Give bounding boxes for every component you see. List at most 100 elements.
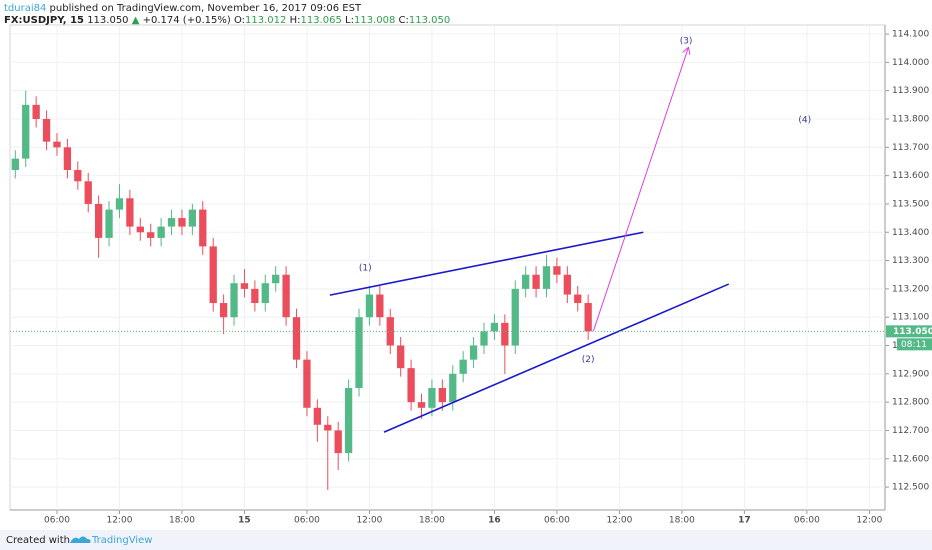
x-tick-label: 06:00 xyxy=(794,516,820,526)
countdown-box xyxy=(897,338,932,351)
candle-body xyxy=(84,181,92,204)
y-tick-label: 113.800 xyxy=(892,114,929,124)
y-tick-label: 113.200 xyxy=(892,284,929,294)
wave-label: (2) xyxy=(582,355,595,365)
footer-logo xyxy=(70,536,91,543)
x-tick-label: 12:00 xyxy=(356,516,382,526)
candle-body xyxy=(282,274,290,318)
wave-label: (4) xyxy=(798,115,811,125)
candle-body xyxy=(542,266,551,289)
y-tick-label: 113.900 xyxy=(892,86,929,96)
x-tick-label: 18:00 xyxy=(669,516,695,526)
candle-body xyxy=(303,359,311,408)
candle-body xyxy=(365,294,374,318)
y-tick-label: 113.400 xyxy=(892,228,929,238)
y-tick-label: 113.100 xyxy=(892,313,929,323)
l-label: L: xyxy=(345,15,354,26)
y-tick-label: 113.600 xyxy=(892,171,929,181)
candle-body xyxy=(230,283,238,318)
candle-body xyxy=(313,407,322,425)
last-price-label: 113.050 xyxy=(893,327,932,337)
candle-body xyxy=(74,169,82,182)
candle-body xyxy=(449,373,457,403)
y-tick-label: 114.000 xyxy=(892,58,929,68)
x-tick-label: 18:00 xyxy=(419,516,445,526)
y-tick-label: 112.700 xyxy=(892,426,929,436)
trend-line xyxy=(329,231,644,296)
price: 113.050 xyxy=(87,15,128,26)
candle-body xyxy=(469,345,478,360)
candle-body xyxy=(178,218,186,227)
y-tick-label: 112.600 xyxy=(892,454,929,464)
candle-body xyxy=(272,274,280,284)
candle-body xyxy=(355,317,363,388)
candle-body xyxy=(147,232,155,238)
trend-line xyxy=(592,48,688,332)
candle-body xyxy=(438,387,446,403)
candle-body xyxy=(63,147,72,170)
y-tick-label: 112.800 xyxy=(892,398,929,408)
published: published on TradingView.com, November 1… xyxy=(50,3,362,14)
candle-body xyxy=(126,198,134,227)
footer-brand[interactable]: TradingView xyxy=(91,535,152,546)
y-tick-label: 113.500 xyxy=(892,199,929,209)
candle-body xyxy=(261,283,269,304)
candle-body xyxy=(532,274,540,289)
y-tick-label: 112.900 xyxy=(892,369,929,379)
candle-body xyxy=(344,387,353,454)
candle-body xyxy=(490,322,499,332)
candle-body xyxy=(574,294,582,304)
l-value: 113.008 xyxy=(354,15,395,26)
candle-body xyxy=(376,294,384,318)
x-tick-label: 12:00 xyxy=(856,516,882,526)
y-tick-label: 113.300 xyxy=(892,256,929,266)
c-label: C: xyxy=(399,15,409,26)
y-tick-label: 112.500 xyxy=(892,483,929,493)
candle-body xyxy=(94,203,103,238)
h-label: H: xyxy=(290,15,301,26)
candle-body xyxy=(386,317,394,346)
header-line-2: FX:USDJPY, 15 113.050 ▲ +0.174 (+0.15%) … xyxy=(4,15,450,26)
x-tick-label: 12:00 xyxy=(106,516,132,526)
candle-body xyxy=(480,331,488,346)
candle-body xyxy=(22,104,30,159)
candle-body xyxy=(563,274,571,295)
candle-body xyxy=(105,209,113,238)
header-line-1: tdurai84 published on TradingView.com, N… xyxy=(4,3,362,14)
x-tick-label: 16 xyxy=(488,516,501,526)
candle-body xyxy=(11,158,19,170)
candle-body xyxy=(324,424,332,431)
author[interactable]: tdurai84 xyxy=(4,3,46,14)
x-tick-label: 06:00 xyxy=(294,516,320,526)
candle-body xyxy=(53,141,61,148)
candle-body xyxy=(397,345,405,369)
candle-body xyxy=(522,274,530,289)
last-price-box xyxy=(886,325,932,338)
candle-body xyxy=(511,288,519,346)
change: +0.174 (+0.15%) xyxy=(143,15,231,26)
candle-body xyxy=(32,104,40,119)
candle-body xyxy=(209,246,217,304)
x-tick-label: 18:00 xyxy=(169,516,195,526)
candle-body xyxy=(292,317,301,360)
candle-body xyxy=(459,359,467,374)
footer-created: Created with xyxy=(6,535,70,546)
candle-body xyxy=(334,430,342,454)
trend-line xyxy=(383,283,730,433)
candle-body xyxy=(115,198,124,210)
candle-body xyxy=(240,283,249,289)
o-value: 113.012 xyxy=(245,15,286,26)
candle-body xyxy=(407,368,415,403)
candle-body xyxy=(584,303,592,332)
o-label: O: xyxy=(234,15,245,26)
wave-label: (1) xyxy=(359,263,372,273)
x-tick-label: 15 xyxy=(238,516,251,526)
h-value: 113.065 xyxy=(300,15,341,26)
candle-body xyxy=(417,402,426,408)
candle-body xyxy=(167,218,176,227)
arrow: ▲ xyxy=(132,15,140,26)
c-value: 113.050 xyxy=(409,15,450,26)
candle-body xyxy=(219,303,228,318)
